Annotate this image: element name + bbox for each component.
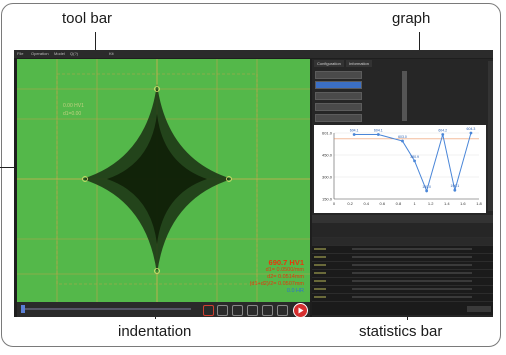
status-indicator [467,306,491,312]
x-tick-label: 1.8 [476,201,482,206]
measure-icon[interactable] [262,305,273,316]
arrow-icon[interactable] [232,305,243,316]
data-point[interactable] [376,133,380,136]
slider-handle[interactable] [21,305,25,313]
settings-icon[interactable] [277,305,288,316]
d2-value: d2= 0.0514mm [267,274,304,280]
row-index-column [314,248,326,298]
svg-text:0.00 HV1: 0.00 HV1 [63,103,84,109]
x-tick-label: 1.2 [428,201,434,206]
load-select[interactable] [315,92,362,100]
stats-summary [312,223,493,238]
tab-information[interactable]: Information [346,60,373,67]
app-window: File Operation Model Q(?) Kit [14,50,493,318]
statistics-bar [312,215,493,315]
x-tick-label: 0.4 [363,201,369,206]
data-label: 604.3 [467,127,476,131]
menu-kit[interactable]: Kit [109,51,114,56]
data-label: 196.1 [450,184,459,188]
menu-help[interactable]: Q(?) [70,51,78,56]
data-label: 604.1 [350,128,359,132]
stats-column-header [312,238,493,246]
y-tick-label: 450.0 [322,153,333,158]
play-icon [298,307,304,314]
tab-configuration[interactable]: Configuration [314,60,344,67]
leader-left [0,167,14,169]
x-tick-label: 0.8 [396,201,402,206]
stats-header [312,215,493,223]
indentation-overlay: 0.00 HV1 d1=0.00 [17,59,310,302]
menu-model[interactable]: Model [54,51,65,56]
x-tick-label: 0.6 [380,201,386,206]
table-row[interactable] [312,294,493,302]
menu-operation[interactable]: Operation [31,51,49,56]
fit-icon[interactable] [217,305,228,316]
scale-select[interactable] [315,71,362,79]
data-point[interactable] [413,159,416,163]
data-point[interactable] [453,188,457,192]
side-tabs[interactable] [488,61,493,211]
svg-text:d1=0.00: d1=0.00 [63,111,81,117]
callout-toolbar: tool bar [62,10,113,27]
right-panel: Configuration Information 150.0 300.0 450.… [312,59,493,317]
panel-scrollbar[interactable] [402,71,407,121]
data-label: 604.1 [374,128,383,132]
x-tick-label: 0 [333,201,336,206]
scale-value: 0.0 HR [286,288,304,294]
row-values [352,248,472,298]
tool-bar[interactable]: File Operation Model Q(?) Kit [14,50,493,58]
graph-panel: 150.0 300.0 450.0 601.0 0 0.2 0.4 0.6 0.8 1 1.2 1.4… [314,125,486,213]
x-tick-label: 1 [413,201,416,206]
mode-select[interactable] [315,81,362,89]
callout-graph: graph [392,10,431,27]
hardness-value: 690.7 HV1 [268,258,304,267]
data-point[interactable] [401,139,404,143]
indentation-image[interactable]: 0.00 HV1 d1=0.00 690.7 HV1 d1= 0.0500/mm… [17,59,310,302]
line-chart: 150.0 300.0 450.0 601.0 0 0.2 0.4 0.6 0.8 1 1.2 1.4… [322,127,483,206]
y-tick-label: 150.0 [322,197,333,202]
measurement-view[interactable]: 0.00 HV1 d1=0.00 690.7 HV1 d1= 0.0500/mm… [17,59,310,335]
data-point[interactable] [352,133,356,136]
view-controls [17,302,310,318]
data-point[interactable] [441,133,445,136]
x-tick-label: 1.4 [444,201,450,206]
callout-indentation: indentation [118,323,192,340]
data-point[interactable] [425,189,429,193]
data-label: 603.0 [398,135,407,139]
callout-statistics: statistics bar [359,323,443,340]
dwell-select[interactable] [315,103,362,111]
data-label: 380.9 [410,155,419,159]
x-tick-label: 0.2 [347,201,353,206]
objective-select[interactable] [315,114,362,122]
data-point[interactable] [469,131,473,135]
davg-value: (d1+d2)/2= 0.0507mm [249,281,304,287]
play-button[interactable] [293,303,308,318]
d1-value: d1= 0.0500/mm [265,267,304,273]
tool-icon[interactable] [247,305,258,316]
crosshair-icon[interactable] [203,305,214,316]
data-label: 160.0 [422,185,431,189]
data-label: 604.2 [438,128,447,132]
zoom-slider[interactable] [21,308,191,310]
y-tick-label: 601.0 [322,131,333,136]
y-tick-label: 300.0 [322,175,333,180]
menu-file[interactable]: File [17,51,24,56]
leader-toolbar [95,32,97,62]
series-line [354,132,472,193]
x-tick-label: 1.6 [460,201,466,206]
